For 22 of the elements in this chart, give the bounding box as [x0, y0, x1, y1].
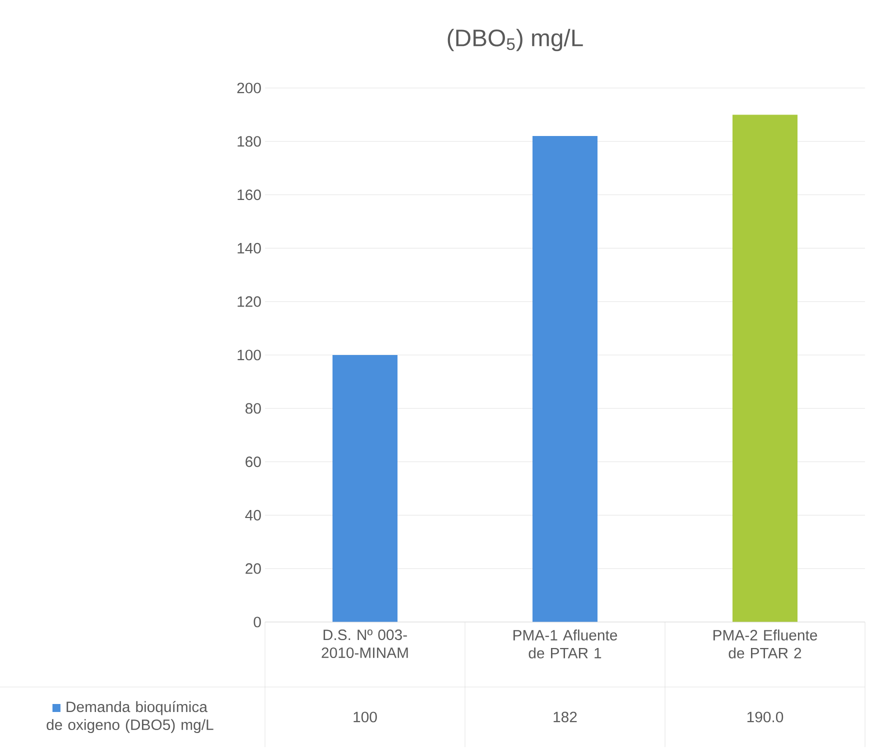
y-tick-label: 40	[245, 510, 261, 520]
bar	[532, 136, 598, 622]
y-tick-label: 120	[238, 296, 261, 307]
chart-title: (DBO$_{5}$) mg/L	[448, 28, 583, 52]
y-tick-label: 60	[246, 456, 261, 468]
y-tick-label: 160	[238, 190, 261, 200]
y-tick-label: 140	[238, 242, 261, 254]
y-tick-label: 180	[238, 136, 261, 147]
x-tick-label: PMA-2 Efluente de PTAR 2	[713, 630, 818, 658]
data-label: 190.0	[747, 712, 784, 722]
legend-label: Demanda bioquímica de oxigeno (DBO5) mg/L	[46, 700, 214, 734]
y-tick-label: 200	[237, 82, 261, 94]
y-tick-label: 100	[238, 350, 261, 360]
y-tick-label: 80	[246, 403, 261, 414]
data-label: 100	[354, 712, 377, 722]
bar	[732, 114, 798, 622]
bar	[332, 354, 398, 622]
y-tick-label: 20	[246, 563, 261, 574]
x-tick-label: D.S. Nº 003-2010-MINAM	[322, 630, 408, 658]
x-tick-label: PMA-1 Afluente de PTAR 1	[513, 630, 618, 658]
y-tick-label: 0	[254, 616, 261, 628]
data-label: 182	[554, 712, 577, 722]
